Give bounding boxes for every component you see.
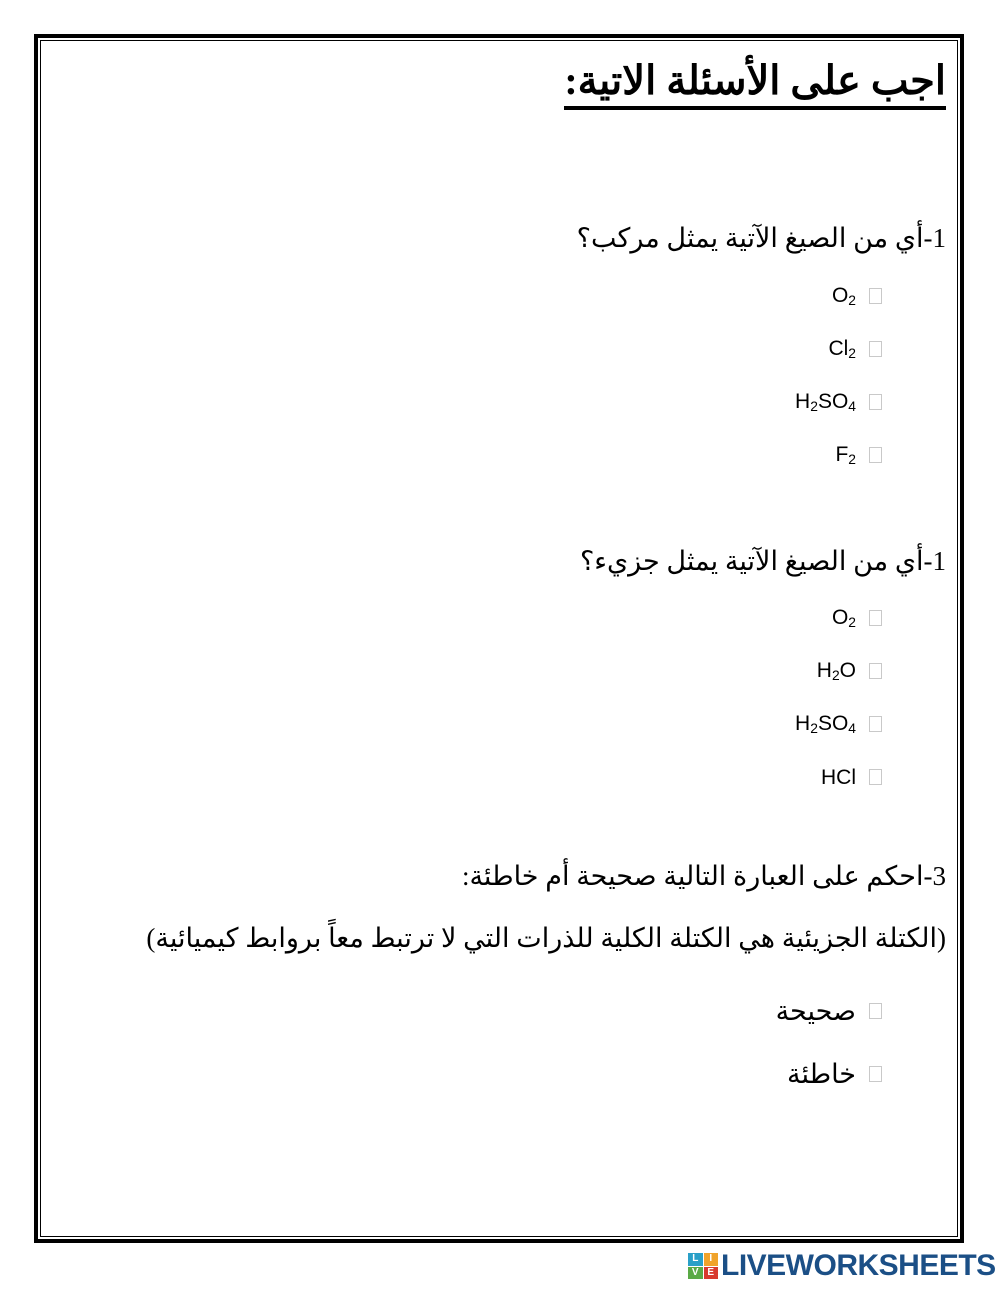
option-row[interactable]: H2O bbox=[795, 656, 882, 686]
option-label-q2-1: O2 bbox=[831, 605, 856, 630]
option-row[interactable]: Cl2 bbox=[795, 334, 882, 364]
option-label-q2-2: H2O bbox=[816, 658, 856, 683]
page-title-block: اجب على الأسئلة الاتية: bbox=[564, 58, 946, 110]
liveworksheets-logo-icon: L I V E bbox=[688, 1253, 718, 1279]
logo-cell-i: I bbox=[703, 1253, 718, 1266]
option-label-q2-3: H2SO4 bbox=[795, 711, 856, 736]
option-label-q3-false: خاطئة bbox=[786, 1058, 856, 1089]
question-1-text: 1-أي من الصيغ الآتية يمثل مركب؟ bbox=[576, 223, 946, 253]
page-title: اجب على الأسئلة الاتية: bbox=[564, 58, 946, 103]
checkbox-q1-option-4[interactable] bbox=[869, 447, 882, 463]
question-3-statement: (الكتلة الجزيئية هي الكتلة الكلية للذرات… bbox=[146, 923, 946, 953]
option-row[interactable]: F2 bbox=[795, 440, 882, 470]
option-row[interactable]: O2 bbox=[795, 603, 882, 633]
option-row[interactable]: O2 bbox=[795, 281, 882, 311]
question-2-options: O2 H2O H2SO4 HCl bbox=[795, 603, 882, 792]
question-3-text: 3-احكم على العبارة التالية صحيحة أم خاطئ… bbox=[461, 861, 946, 891]
worksheet-inner-border bbox=[40, 40, 958, 1237]
checkbox-q2-option-1[interactable] bbox=[869, 610, 882, 626]
liveworksheets-logo[interactable]: L I V E LIVEWORKSHEETS bbox=[688, 1251, 996, 1281]
checkbox-q1-option-3[interactable] bbox=[869, 394, 882, 410]
checkbox-q3-option-false[interactable] bbox=[869, 1066, 882, 1082]
checkbox-q3-option-true[interactable] bbox=[869, 1003, 882, 1019]
logo-cell-v: V bbox=[688, 1266, 703, 1279]
question-1-options: O2 Cl2 H2SO4 F2 bbox=[795, 281, 882, 470]
option-label-q1-3: H2SO4 bbox=[795, 389, 856, 414]
liveworksheets-logo-text: LIVEWORKSHEETS bbox=[721, 1249, 996, 1282]
checkbox-q1-option-2[interactable] bbox=[869, 341, 882, 357]
checkbox-q1-option-1[interactable] bbox=[869, 288, 882, 304]
option-row[interactable]: H2SO4 bbox=[795, 709, 882, 739]
worksheet-content: اجب على الأسئلة الاتية: 1-أي من الصيغ ال… bbox=[38, 38, 968, 1247]
logo-cell-e: E bbox=[703, 1266, 718, 1279]
question-3-statement-block: (الكتلة الجزيئية هي الكتلة الكلية للذرات… bbox=[60, 920, 946, 956]
option-label-q1-2: Cl2 bbox=[828, 336, 856, 361]
checkbox-q2-option-4[interactable] bbox=[869, 769, 882, 785]
question-1-text-block: 1-أي من الصيغ الآتية يمثل مركب؟ bbox=[577, 220, 946, 256]
question-2-text: 1-أي من الصيغ الآتية يمثل جزيء؟ bbox=[579, 546, 946, 576]
option-row[interactable]: HCl bbox=[795, 762, 882, 792]
question-2-text-block: 1-أي من الصيغ الآتية يمثل جزيء؟ bbox=[580, 543, 946, 579]
checkbox-q2-option-2[interactable] bbox=[869, 663, 882, 679]
option-row[interactable]: H2SO4 bbox=[795, 387, 882, 417]
checkbox-q2-option-3[interactable] bbox=[869, 716, 882, 732]
option-label-q2-4: HCl bbox=[821, 765, 856, 789]
worksheet-page-frame: اجب على الأسئلة الاتية: 1-أي من الصيغ ال… bbox=[34, 34, 964, 1243]
option-row[interactable]: خاطئة bbox=[776, 1059, 882, 1089]
logo-cell-l: L bbox=[688, 1253, 703, 1266]
page-title-underline bbox=[564, 106, 946, 110]
question-3-options: صحيحة خاطئة bbox=[776, 996, 882, 1089]
question-3-text-block: 3-احكم على العبارة التالية صحيحة أم خاطئ… bbox=[462, 858, 946, 894]
option-label-q1-1: O2 bbox=[831, 283, 856, 308]
option-row[interactable]: صحيحة bbox=[776, 996, 882, 1026]
option-label-q1-4: F2 bbox=[835, 442, 856, 467]
option-label-q3-true: صحيحة bbox=[775, 995, 856, 1026]
